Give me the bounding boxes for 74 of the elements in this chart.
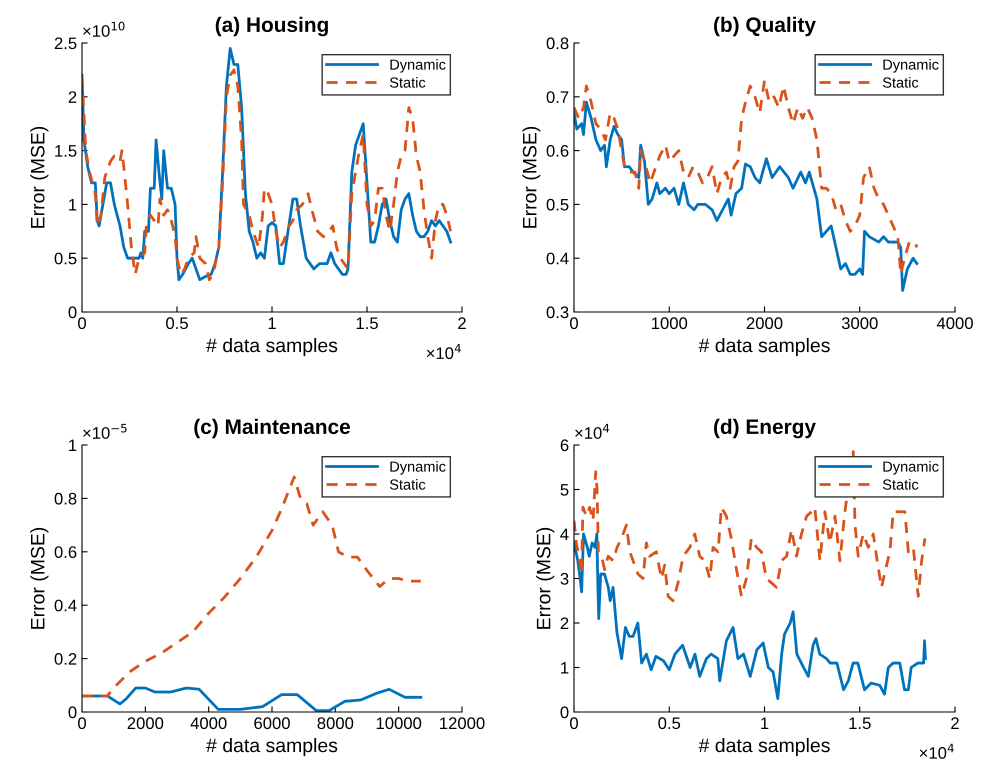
y-tick-label: 2 xyxy=(560,617,568,630)
y-tick-label: 0.5 xyxy=(54,252,76,264)
legend-label: Static xyxy=(882,479,918,490)
chart-title: (b) Quality xyxy=(714,16,816,36)
legend-label: Dynamic xyxy=(390,461,446,475)
y-tick-label: 0 xyxy=(68,306,76,318)
y-tick-label: 2.5 xyxy=(54,37,76,50)
y-tick-label: 1 xyxy=(69,198,76,210)
y-tick-label: 1 xyxy=(561,662,568,674)
x-axis-title: # data samples xyxy=(698,338,830,356)
x-tick-label: 1 xyxy=(268,317,276,329)
x-tick-label: 0 xyxy=(78,317,86,330)
y-tick-label: 0.5 xyxy=(546,198,568,211)
y-tick-label: 0.6 xyxy=(546,145,568,157)
text: ×10$^{4}$ xyxy=(920,744,954,759)
x-axis-title: # data samples xyxy=(206,338,338,356)
x-tick-label: 0.5 xyxy=(166,317,188,330)
x-tick-label: 1.5 xyxy=(356,317,378,330)
x-tick-label: 0 xyxy=(570,717,578,730)
x-tick-label: 2 xyxy=(951,717,959,729)
y-tick-label: 0.7 xyxy=(546,91,568,104)
y-axis-title: Error (MSE) xyxy=(536,528,554,629)
text: ×10$^{4}$ xyxy=(426,344,461,360)
y-tick-label: 0.3 xyxy=(546,306,568,318)
legend-label: Static xyxy=(390,77,426,88)
y-axis-title: Error (MSE) xyxy=(30,126,48,228)
y-tick-label: 0.4 xyxy=(54,600,77,612)
y-tick-label: 0.8 xyxy=(546,37,568,50)
x-axis-title: # data samples xyxy=(698,738,830,756)
legend-label: Dynamic xyxy=(883,461,939,475)
x-tick-label: 2000 xyxy=(128,717,164,730)
x-tick-label: 4000 xyxy=(936,317,973,330)
y-tick-label: 0.8 xyxy=(54,492,76,505)
x-tick-label: 1000 xyxy=(652,317,688,330)
legend-label: Static xyxy=(390,479,426,490)
x-axis-title: # data samples xyxy=(206,738,338,756)
chart-title: (a) Housing xyxy=(216,16,328,36)
x-tick-label: 1 xyxy=(761,717,768,729)
y-tick-label: 0 xyxy=(560,706,568,718)
y-tick-label: 0 xyxy=(68,706,76,718)
legend-label: Static xyxy=(882,77,918,88)
y-tick-label: 6 xyxy=(560,439,568,452)
x-tick-label: 2000 xyxy=(746,317,782,330)
chart-title: (c) Maintenance xyxy=(194,418,350,438)
y-tick-label: 0.6 xyxy=(54,546,76,558)
legend-label: Dynamic xyxy=(883,59,939,73)
y-tick-label: 2 xyxy=(68,91,76,103)
x-tick-label: 12000 xyxy=(440,717,485,730)
text: ×10$^{4}$ xyxy=(575,424,610,439)
legend-label: Dynamic xyxy=(390,59,446,73)
x-tick-label: 0 xyxy=(78,717,86,730)
text: ×10$^{10}$ xyxy=(83,22,124,37)
y-tick-label: 4 xyxy=(560,528,569,540)
y-tick-label: 0.2 xyxy=(54,653,76,665)
y-tick-label: 1.5 xyxy=(55,145,76,157)
x-tick-label: 1.5 xyxy=(849,717,871,730)
y-tick-label: 3 xyxy=(560,572,568,585)
x-tick-label: 10000 xyxy=(376,717,422,730)
y-tick-label: 1 xyxy=(69,440,76,452)
y-tick-label: 5 xyxy=(560,484,568,496)
y-axis-title: Error (MSE) xyxy=(30,528,48,629)
line-series xyxy=(574,532,927,700)
x-tick-label: 8000 xyxy=(318,717,354,730)
x-tick-label: 4000 xyxy=(190,717,227,730)
line-series xyxy=(574,100,918,292)
chart-title: (d) Energy xyxy=(714,418,816,438)
y-axis-title: Error (MSE) xyxy=(522,126,540,228)
x-tick-label: 3000 xyxy=(842,317,878,330)
x-tick-label: 2 xyxy=(458,317,466,329)
x-tick-label: 0.5 xyxy=(658,717,680,730)
x-tick-label: 6000 xyxy=(254,717,290,730)
y-tick-label: 0.4 xyxy=(546,252,569,264)
x-tick-label: 0 xyxy=(570,317,578,330)
text: ×10$^{−5}$ xyxy=(83,424,127,439)
